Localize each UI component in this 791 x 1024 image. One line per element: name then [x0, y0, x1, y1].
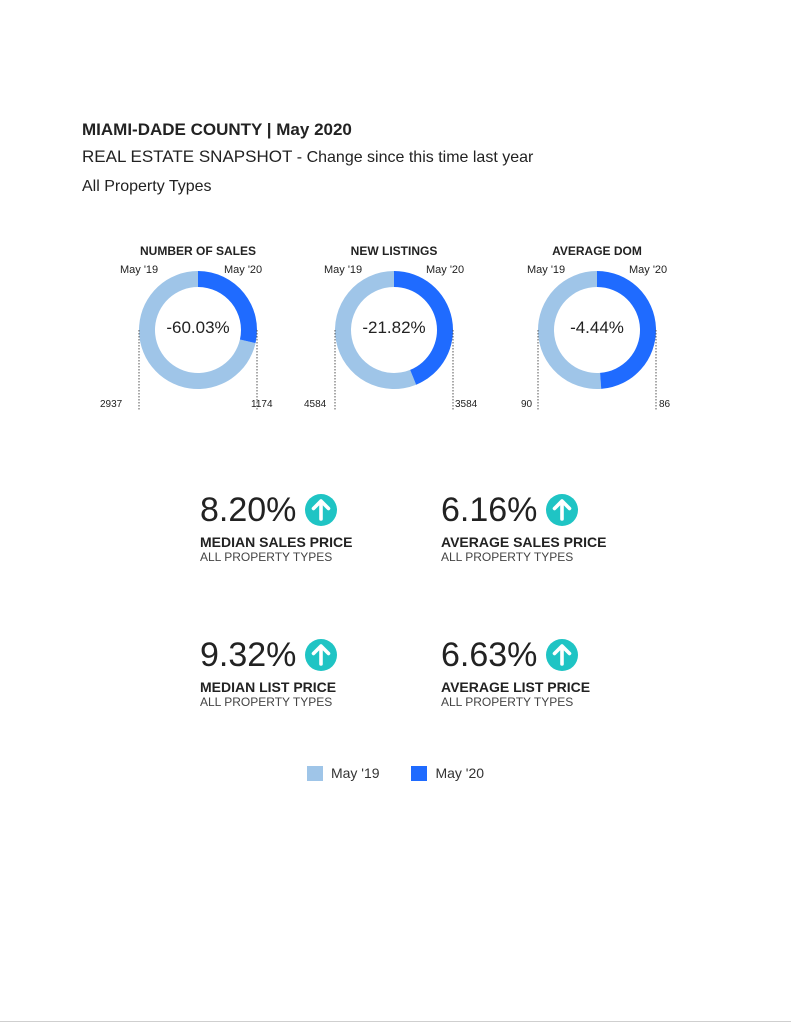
- donut-chart: [138, 271, 258, 410]
- donut-slice-may19: [537, 271, 602, 389]
- page-divider: [0, 1021, 791, 1022]
- donut-label-may20: May '20: [224, 264, 263, 276]
- donut-title: NUMBER OF SALES: [139, 244, 256, 258]
- property-types-label: All Property Types: [82, 178, 212, 195]
- donut-label-may19: May '19: [120, 264, 159, 276]
- arrow-up-icon: [546, 494, 579, 526]
- donut-title: NEW LISTINGS: [350, 244, 438, 258]
- legend-label: May '20: [435, 765, 485, 781]
- kpi-label: AVERAGE LIST PRICE: [441, 679, 591, 695]
- donut-label-may19: May '19: [527, 264, 566, 276]
- donut-label-may20: May '20: [629, 264, 668, 276]
- donut-label-may20: May '20: [426, 264, 465, 276]
- legend-item-may19: May '19: [306, 765, 380, 781]
- donut-value-may20: 3584: [455, 399, 478, 410]
- donut-center-label: -60.03%: [166, 318, 230, 337]
- arrow-up-icon: [305, 639, 338, 671]
- snapshot-subtitle: REAL ESTATE SNAPSHOT - Change since this…: [82, 142, 533, 173]
- kpi-sublabel: ALL PROPERTY TYPES: [441, 695, 574, 709]
- kpi-median-list-price: 9.32% MEDIAN LIST PRICE ALL PROPERTY TYP…: [200, 635, 420, 709]
- donut-value-may20: 1174: [251, 399, 273, 410]
- kpi-sublabel: ALL PROPERTY TYPES: [200, 550, 333, 564]
- donut-label-may19: May '19: [324, 264, 363, 276]
- kpi-average-list-price: 6.63% AVERAGE LIST PRICE ALL PROPERTY TY…: [441, 635, 661, 709]
- donut-title: AVERAGE DOM: [552, 244, 642, 258]
- kpi-label: MEDIAN SALES PRICE: [200, 534, 353, 550]
- donut-slice-may20: [198, 271, 257, 344]
- kpi-value: 6.63%: [441, 636, 538, 674]
- kpi-value: 8.20%: [200, 491, 297, 529]
- donut-chart: [537, 271, 657, 410]
- page-title: MIAMI-DADE COUNTY | May 2020: [82, 120, 352, 139]
- report-header: MIAMI-DADE COUNTY | May 2020 REAL ESTATE…: [82, 118, 533, 201]
- donut-value-may19: 4584: [304, 399, 327, 410]
- snapshot-label: REAL ESTATE SNAPSHOT: [82, 147, 293, 166]
- donut-center-label: -21.82%: [362, 318, 426, 337]
- change-text: - Change since this time last year: [292, 149, 534, 166]
- donut-value-may20: 86: [659, 399, 671, 410]
- donut-slice-may19: [334, 271, 417, 389]
- donut-average-dom: AVERAGE DOM May '19 May '20 -4.44% 90 86: [497, 238, 697, 428]
- donut-value-may19: 90: [521, 399, 533, 410]
- legend-label: May '19: [330, 765, 380, 781]
- kpi-value: 6.16%: [441, 491, 538, 529]
- donut-value-may19: 2937: [100, 399, 123, 410]
- kpi-label: AVERAGE SALES PRICE: [441, 534, 607, 550]
- donut-new-listings: NEW LISTINGS May '19 May '20 -21.82% 458…: [294, 238, 494, 428]
- donut-slice-may20: [394, 271, 453, 385]
- legend-swatch-may19: [306, 765, 323, 781]
- donut-center-label: -4.44%: [570, 318, 624, 337]
- legend: May '19 May '20: [0, 765, 791, 784]
- arrow-up-icon: [546, 639, 579, 671]
- donut-slice-may20: [597, 271, 656, 389]
- kpi-average-sales-price: 6.16% AVERAGE SALES PRICE ALL PROPERTY T…: [441, 490, 661, 564]
- kpi-median-sales-price: 8.20% MEDIAN SALES PRICE ALL PROPERTY TY…: [200, 490, 420, 564]
- donut-number-of-sales: NUMBER OF SALES May '19 May '20 -60.03% …: [98, 238, 298, 428]
- kpi-sublabel: ALL PROPERTY TYPES: [200, 695, 333, 709]
- arrow-up-icon: [305, 494, 338, 526]
- legend-item-may20: May '20: [411, 765, 484, 781]
- kpi-sublabel: ALL PROPERTY TYPES: [441, 550, 574, 564]
- legend-swatch-may20: [411, 765, 428, 781]
- kpi-value: 9.32%: [200, 636, 297, 674]
- donut-chart: [334, 271, 454, 410]
- kpi-label: MEDIAN LIST PRICE: [200, 679, 337, 695]
